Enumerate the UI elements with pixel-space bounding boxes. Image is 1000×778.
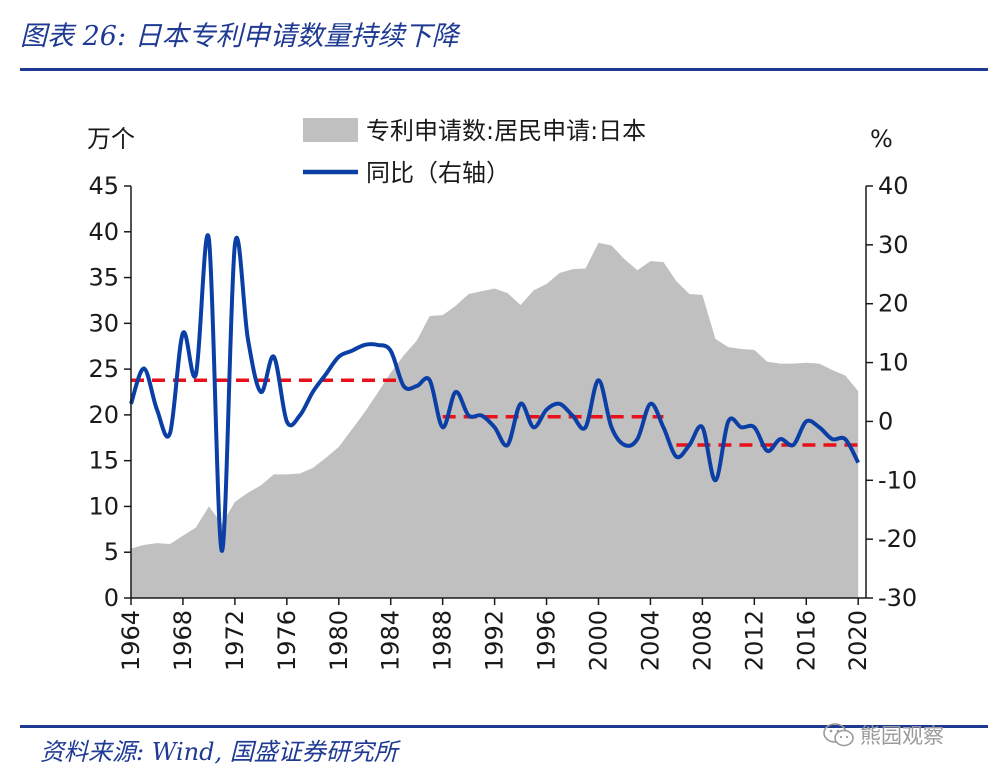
x-tick-label: 1976 (273, 610, 301, 671)
watermark-text: 熊园观察 (860, 724, 944, 748)
area-patent-applications (131, 242, 859, 599)
y-left-tick-label: 15 (88, 447, 119, 475)
yoy-line-layer (129, 233, 860, 553)
x-tick-label: 1968 (169, 610, 197, 671)
y-right-tick-label: -10 (878, 466, 917, 494)
source-divider (20, 725, 988, 728)
left-axis-unit: 万个 (87, 125, 135, 153)
legend-area-swatch (303, 118, 358, 142)
x-tick-label: 2008 (688, 610, 716, 671)
axes-layer: 0 5 10 15 20 25 30 35 40 45 -30 -20 -10 0 10 20 30 40 1964… (87, 125, 917, 671)
figure-title: 图表 26: 日本专利申请数量持续下降 (20, 21, 459, 52)
y-left-tick-label: 35 (88, 264, 119, 292)
y-left-tick-label: 40 (88, 218, 119, 246)
y-left-tick-label: 20 (88, 401, 119, 429)
x-tick-label: 2000 (584, 610, 612, 671)
y-left-tick-label: 25 (88, 355, 119, 383)
x-tick-label: 1972 (221, 610, 249, 671)
x-tick-label: 2016 (792, 610, 820, 671)
y-right-tick-label: -30 (878, 584, 917, 612)
y-left-tick-label: 0 (104, 584, 119, 612)
source-note: 资料来源: Wind, 国盛证券研究所 (40, 738, 398, 766)
x-tick-label: 2012 (740, 610, 768, 671)
y-left-tick-label: 45 (88, 172, 119, 200)
y-right-tick-label: 20 (878, 290, 909, 318)
legend-line-label: 同比（右轴） (366, 159, 510, 187)
x-tick-label: 1988 (429, 610, 457, 671)
title-divider (20, 68, 988, 71)
watermark: 熊园观察 (822, 720, 944, 750)
x-tick-label: 1996 (533, 610, 561, 671)
yoy-line (129, 233, 860, 553)
legend-area-label: 专利申请数:居民申请:日本 (366, 117, 646, 145)
area-series-layer (131, 242, 859, 599)
wechat-icon (823, 723, 854, 747)
x-tick-label: 1992 (481, 610, 509, 671)
right-axis-unit: % (870, 125, 893, 153)
x-tick-label: 1964 (117, 610, 145, 671)
x-tick-label: 1984 (377, 610, 405, 671)
y-right-tick-label: -20 (878, 525, 917, 553)
y-right-tick-label: 40 (878, 172, 909, 200)
y-left-tick-label: 5 (104, 538, 119, 566)
x-tick-label: 1980 (325, 610, 353, 671)
y-left-tick-label: 10 (88, 492, 119, 520)
y-right-tick-label: 0 (878, 407, 893, 435)
x-tick-label: 2004 (636, 610, 664, 671)
y-left-tick-label: 30 (88, 309, 119, 337)
x-tick-label: 2020 (844, 610, 872, 671)
y-right-tick-label: 30 (878, 231, 909, 259)
y-right-tick-label: 10 (878, 349, 909, 377)
